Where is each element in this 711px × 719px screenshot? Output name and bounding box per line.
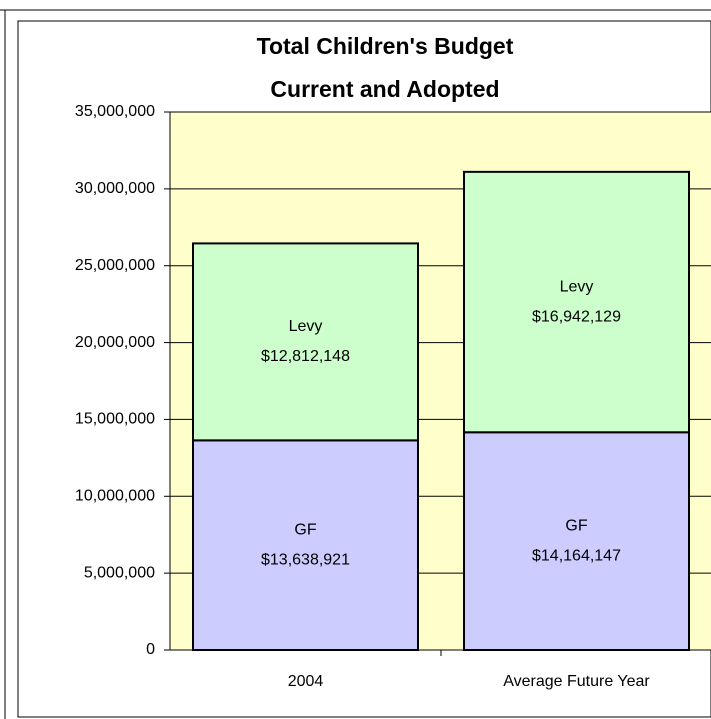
plot-area: 0 5,000,000 10,000,000 15,000,000 20,000,000… (75, 103, 711, 690)
y-tick-label: 20,000,000 (75, 334, 155, 351)
bar-segment (192, 242, 419, 442)
bar-segment (463, 431, 690, 651)
x-tick-label: 2004 (288, 673, 324, 690)
y-tick-label: 25,000,000 (75, 257, 155, 274)
y-tick-label: 30,000,000 (75, 180, 155, 197)
x-tick-label: Average Future Year (503, 673, 650, 690)
y-tick-label: 5,000,000 (84, 564, 155, 581)
data-label: $16,942,129 (532, 308, 621, 325)
segment-series-label: Levy (560, 278, 594, 295)
chart-border (17, 20, 711, 718)
segment-series-label: GF (294, 521, 316, 538)
segment-series-label: Levy (289, 318, 323, 335)
bar-segment (192, 439, 419, 652)
y-tick-label: 35,000,000 (75, 103, 155, 120)
segment-series-label: GF (565, 517, 587, 534)
chart-subtitle: Current and Adopted (270, 76, 499, 102)
y-tick-label: 10,000,000 (75, 488, 155, 505)
data-label: $14,164,147 (532, 547, 621, 564)
chart-title: Total Children's Budget (257, 33, 514, 59)
bar-segment (463, 170, 690, 434)
y-tick-label: 0 (146, 641, 155, 658)
data-label: $12,812,148 (261, 348, 350, 365)
y-tick-label: 15,000,000 (75, 411, 155, 428)
data-label: $13,638,921 (261, 551, 350, 568)
